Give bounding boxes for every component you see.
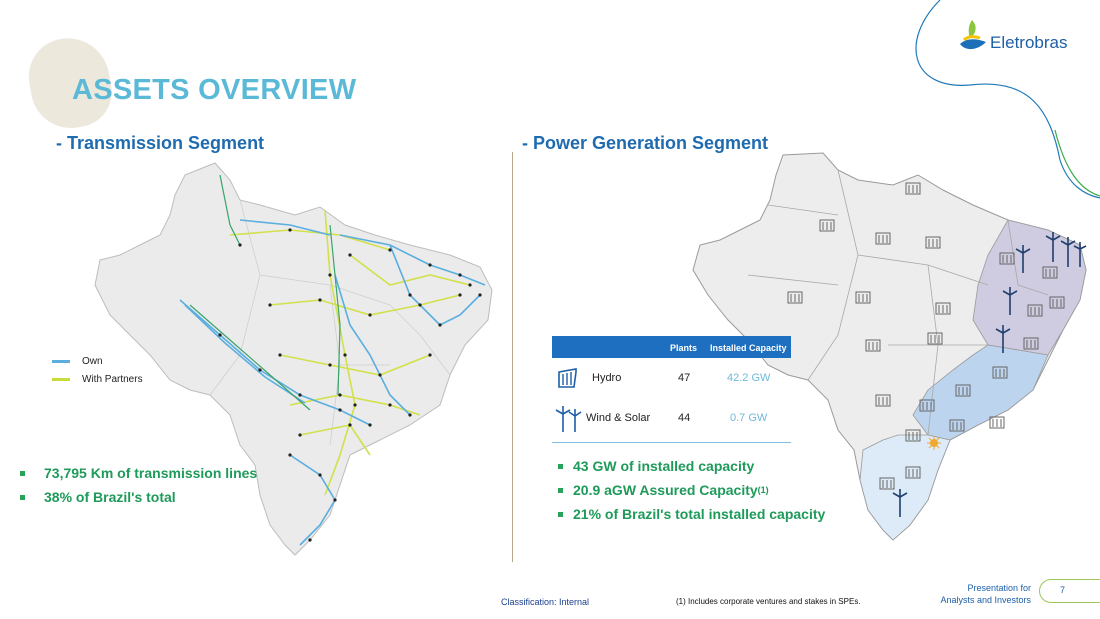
- hydro-icon: [949, 419, 965, 432]
- logo-text: Eletrobras: [990, 33, 1068, 52]
- wind-turbine-icon: [1015, 245, 1031, 273]
- section-divider: [512, 152, 513, 562]
- legend-label: With Partners: [82, 373, 143, 385]
- row-capacity: 42.2 GW: [727, 372, 771, 384]
- bullet-square: [20, 494, 25, 500]
- brazil-outline: [94, 162, 493, 556]
- generation-map: [692, 152, 1087, 541]
- legend-label: Own: [82, 355, 103, 367]
- corner-decoration: [915, 0, 1100, 199]
- wind-turbine-icon: [555, 406, 582, 432]
- bullet-text: 73,795 Km of transmission lines: [44, 465, 258, 481]
- bullet-square: [558, 487, 563, 493]
- hydro-icon: [855, 291, 871, 304]
- page-number-box: [1039, 579, 1100, 603]
- bullet-square: [20, 470, 25, 476]
- footnote: (1) Includes corporate ventures and stak…: [676, 597, 861, 606]
- presentation-line: Presentation for: [967, 583, 1031, 593]
- table-header: Plants Installed Capacity: [552, 336, 791, 358]
- list-item: 20.9 aGW Assured Capacity (1): [558, 478, 825, 502]
- classification-label: Classification: Internal: [501, 597, 590, 607]
- wind-turbine-icon: [1002, 287, 1018, 315]
- hydro-icon: [1023, 337, 1039, 350]
- hydro-plant-icons: [787, 182, 1065, 490]
- wind-turbine-icon: [1073, 242, 1087, 267]
- row-capacity: 0.7 GW: [730, 412, 768, 424]
- list-item: 38% of Brazil's total: [20, 485, 257, 509]
- table-bottom-rule: [552, 442, 791, 443]
- row-plants: 44: [678, 412, 691, 424]
- hydro-icon: [865, 339, 881, 352]
- transmission-map: [94, 162, 493, 556]
- hydro-icon: [927, 332, 943, 345]
- column-header-plants: Plants: [670, 343, 698, 353]
- transmission-bullets: 73,795 Km of transmission lines 38% of B…: [20, 461, 257, 509]
- bullet-square: [558, 463, 563, 469]
- legend-swatch-partners: [52, 377, 70, 381]
- wind-turbine-icon: [892, 489, 908, 517]
- table-row: Wind & Solar 44 0.7 GW: [552, 398, 791, 438]
- hydro-icon: [905, 429, 921, 442]
- list-item: 21% of Brazil's total installed capacity: [558, 502, 825, 526]
- wind-turbine-icon: [1060, 237, 1076, 267]
- green-lines: [189, 174, 341, 411]
- presentation-line: Analysts and Investors: [940, 595, 1031, 605]
- bullet-text: 43 GW of installed capacity: [573, 458, 755, 474]
- bullet-text: 38% of Brazil's total: [44, 489, 176, 505]
- page-number: 7: [1060, 585, 1066, 595]
- state-borders: [747, 169, 1049, 436]
- legend-swatch-own: [52, 359, 70, 363]
- hydro-icon: [905, 466, 921, 479]
- hydro-icon: [1027, 304, 1043, 317]
- legend-item-own: Own: [52, 352, 143, 370]
- logo-icon: [960, 20, 986, 50]
- table-row: Hydro 47 42.2 GW: [552, 358, 791, 398]
- generation-segment-title: - Power Generation Segment: [522, 133, 769, 153]
- hydro-icon: [992, 366, 1008, 379]
- hydro-icon: [1049, 296, 1065, 309]
- hydro-icon: [955, 384, 971, 397]
- transmission-segment-title: - Transmission Segment: [56, 133, 265, 153]
- map-legend: Own With Partners: [52, 352, 143, 388]
- substation-dots: [218, 228, 482, 542]
- eletrobras-logo: [958, 18, 1088, 58]
- list-item: 43 GW of installed capacity: [558, 454, 825, 478]
- hydro-icon: [1042, 266, 1058, 279]
- hydro-icon: [925, 236, 941, 249]
- solar-icon: [927, 436, 941, 450]
- list-item: 73,795 Km of transmission lines: [20, 461, 257, 485]
- row-plants: 47: [678, 372, 691, 384]
- hydro-icon: [935, 302, 951, 315]
- hydro-icon: [875, 232, 891, 245]
- presentation-label: Presentation for Analysts and Investors: [920, 582, 1031, 606]
- hydro-icon: [558, 368, 577, 388]
- hydro-icon: [875, 394, 891, 407]
- bullet-square: [558, 511, 563, 517]
- column-header-capacity: Installed Capacity: [710, 343, 787, 353]
- bullet-text: 21% of Brazil's total installed capacity: [573, 506, 826, 522]
- row-type: Hydro: [592, 372, 622, 384]
- hydro-icon: [999, 252, 1015, 265]
- legend-item-partners: With Partners: [52, 370, 143, 388]
- hydro-icon: [919, 399, 935, 412]
- wind-turbine-icon: [1045, 232, 1061, 262]
- hydro-icon: [787, 291, 803, 304]
- hydro-icon: [989, 416, 1005, 429]
- hydro-icon: [879, 477, 895, 490]
- generation-table: Plants Installed Capacity Hydro 47 42.2 …: [552, 336, 791, 443]
- wind-turbine-icons: [892, 232, 1087, 517]
- page-title: ASSETS OVERVIEW: [72, 74, 357, 106]
- south-region: [859, 434, 951, 541]
- hydro-icon: [905, 182, 921, 195]
- bullet-text: 20.9 aGW Assured Capacity: [573, 482, 758, 498]
- generation-bullets: 43 GW of installed capacity 20.9 aGW Ass…: [558, 454, 825, 526]
- row-type: Wind & Solar: [586, 412, 651, 424]
- footnote-marker: (1): [757, 485, 769, 495]
- hydro-icon: [819, 219, 835, 232]
- wind-turbine-icon: [995, 325, 1011, 353]
